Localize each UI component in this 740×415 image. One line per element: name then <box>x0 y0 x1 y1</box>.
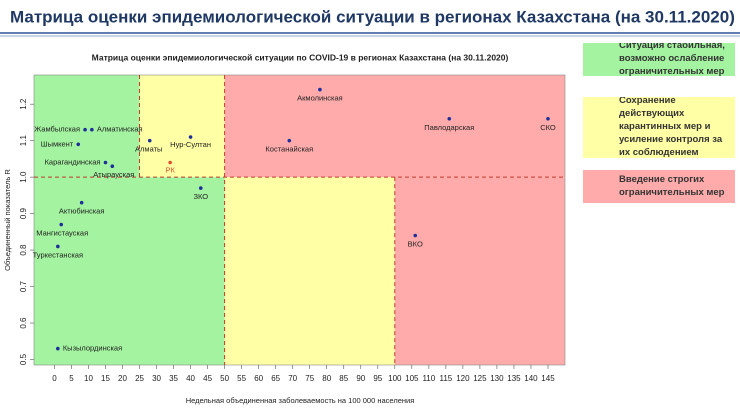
point <box>413 233 418 238</box>
point-label: Актюбинская <box>59 207 104 216</box>
x-tick-label: 125 <box>473 374 487 383</box>
x-tick-label: 115 <box>439 374 452 383</box>
y-tick-label: 0.6 <box>19 317 28 329</box>
point <box>110 164 115 168</box>
point <box>168 160 172 165</box>
x-tick-label: 70 <box>288 374 297 383</box>
point-label: Кызылординская <box>63 344 122 353</box>
zone <box>224 177 395 365</box>
y-tick-label: 1.1 <box>19 135 28 147</box>
point-label: РК <box>165 166 175 175</box>
zone <box>139 75 225 178</box>
legend-item: Ситуация стабильная, возможно ослабление… <box>583 43 735 76</box>
y-tick-label: 1.2 <box>19 98 28 110</box>
point-label: Алматинская <box>97 125 143 134</box>
x-tick-label: 100 <box>388 374 402 383</box>
zone <box>394 177 565 365</box>
x-tick-label: 135 <box>507 374 521 383</box>
point <box>103 160 108 165</box>
point <box>287 138 292 143</box>
point <box>79 200 84 205</box>
y-tick-label: 0.5 <box>19 353 28 365</box>
zone <box>139 177 225 365</box>
x-tick-label: 60 <box>254 374 263 383</box>
legend-item: Введение строгих ограничительных мер <box>583 170 735 203</box>
chart-title: Матрица оценки эпидемиологической ситуац… <box>92 52 509 62</box>
point-label: Акмолинская <box>297 94 343 103</box>
x-tick-label: 80 <box>322 374 331 383</box>
y-tick-label: 1.0 <box>19 171 28 183</box>
x-tick-label: 50 <box>220 374 229 383</box>
point <box>198 186 203 190</box>
point-label: Костанайская <box>265 145 313 154</box>
x-tick-label: 120 <box>456 374 470 383</box>
x-tick-label: 40 <box>186 374 195 383</box>
slide-title: Матрица оценки эпидемиологической ситуац… <box>10 7 735 26</box>
x-tick-label: 90 <box>356 374 365 383</box>
x-tick-label: 140 <box>524 374 538 383</box>
point-label: ЗКО <box>193 192 208 201</box>
point-label: Карагандинская <box>45 158 101 167</box>
legend-item: Сохранение действующих карантинных мер и… <box>583 97 735 158</box>
point <box>546 116 550 121</box>
x-tick-label: 110 <box>422 374 435 383</box>
point-label: Мангистауская <box>36 229 88 238</box>
point-label: Атырауская <box>93 170 134 179</box>
y-tick-label: 0.7 <box>19 280 28 292</box>
zone <box>224 75 565 178</box>
point <box>59 222 64 227</box>
x-tick-label: 55 <box>237 374 246 383</box>
point-label: Павлодарская <box>424 123 474 132</box>
x-tick-label: 65 <box>271 374 280 383</box>
point-label: Алматы <box>135 145 162 154</box>
x-tick-label: 5 <box>69 374 74 383</box>
point <box>83 127 87 132</box>
x-tick-label: 130 <box>490 374 504 383</box>
y-axis-title: Объединенный показатель R <box>3 169 12 271</box>
x-tick-label: 30 <box>152 374 161 383</box>
point <box>56 244 60 249</box>
point-label: Шымкент <box>41 139 74 148</box>
plot-border <box>33 74 566 366</box>
x-tick-label: 105 <box>405 374 419 383</box>
x-tick-label: 75 <box>305 374 314 383</box>
zone <box>34 75 140 365</box>
x-tick-label: 95 <box>373 374 382 383</box>
x-tick-label: 0 <box>52 374 57 383</box>
point <box>76 142 81 147</box>
x-axis-title: Недельная объединенная заболеваемость на… <box>186 396 415 405</box>
x-tick-label: 25 <box>135 374 144 383</box>
y-tick-label: 0.8 <box>19 244 28 256</box>
point <box>90 127 94 132</box>
point-label: СКО <box>540 123 556 132</box>
point-label: ВКО <box>408 239 423 248</box>
point-label: Туркестанская <box>33 250 83 259</box>
point <box>188 135 193 139</box>
y-tick-label: 0.9 <box>19 208 28 220</box>
x-tick-label: 15 <box>101 374 110 383</box>
point <box>318 87 322 92</box>
x-tick-label: 10 <box>84 374 93 383</box>
point-label: Нур-Султан <box>170 140 211 149</box>
x-tick-label: 45 <box>203 374 212 383</box>
x-tick-label: 35 <box>169 374 178 383</box>
x-tick-label: 145 <box>541 374 555 383</box>
point-label: Жамбылская <box>34 125 80 134</box>
x-tick-label: 20 <box>118 374 127 383</box>
x-tick-label: 85 <box>339 374 348 383</box>
point <box>56 346 60 351</box>
point <box>147 138 152 143</box>
point <box>447 116 452 121</box>
